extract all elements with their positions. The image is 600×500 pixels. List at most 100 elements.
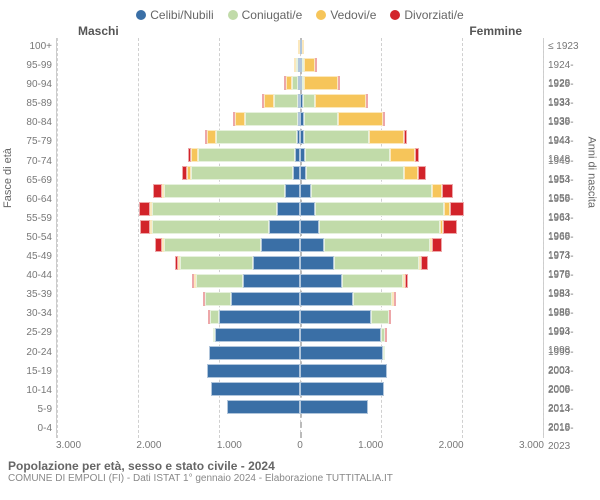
y-tick-birth: 1994-1998	[548, 324, 592, 342]
y-tick-age: 75-79	[26, 133, 52, 151]
gender-header: Maschi Femmine	[8, 24, 592, 38]
x-tick: 1.000	[358, 440, 383, 451]
x-axis-ticks: 3.0002.0001.00001.0002.0003.000	[8, 438, 592, 451]
y-tick-birth: 1929-1933	[548, 76, 592, 94]
female-bar	[300, 256, 543, 270]
y-tick-birth: 1974-1978	[548, 248, 592, 266]
y-axis-left-label: Fasce di età	[2, 148, 14, 208]
female-bar	[300, 166, 543, 180]
seg-c	[253, 256, 300, 270]
seg-v	[207, 130, 216, 144]
pyramid-row	[57, 236, 543, 254]
male-bar	[57, 346, 300, 360]
female-bar	[300, 184, 543, 198]
seg-c	[300, 292, 353, 306]
pyramid-row	[57, 308, 543, 326]
male-bar	[57, 364, 300, 378]
seg-con	[245, 112, 298, 126]
seg-con	[319, 220, 441, 234]
seg-c	[293, 166, 300, 180]
seg-d	[338, 76, 340, 90]
seg-con	[334, 256, 419, 270]
population-pyramid-chart: Celibi/NubiliConiugati/eVedovi/eDivorzia…	[0, 0, 600, 500]
seg-con	[164, 238, 261, 252]
female-bar	[300, 238, 543, 252]
y-tick-birth: 2014-2018	[548, 401, 592, 419]
y-tick-birth: 1934-1938	[548, 95, 592, 113]
seg-d	[385, 328, 387, 342]
y-tick-age: 50-54	[26, 229, 52, 247]
seg-d	[443, 220, 457, 234]
male-bar	[57, 202, 300, 216]
pyramid-row	[57, 74, 543, 92]
seg-v	[390, 148, 414, 162]
pyramid-row	[57, 326, 543, 344]
y-tick-birth: 1964-1968	[548, 210, 592, 228]
seg-con	[152, 202, 278, 216]
seg-con	[304, 112, 338, 126]
male-bar	[57, 130, 300, 144]
seg-c	[300, 328, 381, 342]
seg-d	[315, 58, 317, 72]
seg-con	[180, 256, 253, 270]
y-tick-birth: 1969-1973	[548, 229, 592, 247]
seg-v	[369, 130, 404, 144]
header-female: Femmine	[469, 24, 522, 38]
footer-title: Popolazione per età, sesso e stato civil…	[8, 459, 592, 473]
seg-c	[300, 202, 315, 216]
y-tick-birth: 1979-1983	[548, 267, 592, 285]
seg-v	[304, 76, 338, 90]
pyramid-row	[57, 92, 543, 110]
male-bar	[57, 400, 300, 414]
x-tick: 1.000	[217, 440, 242, 451]
pyramid-row	[57, 38, 543, 56]
seg-c	[285, 184, 300, 198]
seg-c	[219, 310, 300, 324]
male-bar	[57, 76, 300, 90]
legend-item: Vedovi/e	[316, 8, 376, 22]
chart-footer: Popolazione per età, sesso e stato civil…	[8, 451, 592, 484]
y-tick-age: 5-9	[38, 401, 52, 419]
y-tick-age: 0-4	[38, 420, 52, 438]
legend-item: Divorziati/e	[390, 8, 463, 22]
seg-v	[235, 112, 246, 126]
male-bar	[57, 184, 300, 198]
y-tick-birth: ≤ 1923	[548, 38, 579, 56]
pyramid-row	[57, 164, 543, 182]
female-bar	[300, 364, 543, 378]
seg-c	[300, 238, 324, 252]
female-bar	[300, 94, 543, 108]
seg-c	[300, 256, 334, 270]
seg-con	[315, 202, 445, 216]
pyramid-row	[57, 146, 543, 164]
pyramid-row	[57, 110, 543, 128]
y-tick-age: 80-84	[26, 114, 52, 132]
seg-c	[300, 400, 368, 414]
bars-area	[56, 38, 544, 438]
x-tick: 2.000	[439, 440, 464, 451]
seg-v	[302, 40, 304, 54]
y-tick-age: 90-94	[26, 76, 52, 94]
seg-v	[338, 112, 383, 126]
y-tick-birth: 2004-2008	[548, 363, 592, 381]
pyramid-row	[57, 254, 543, 272]
legend-label: Celibi/Nubili	[150, 8, 213, 22]
pyramid-row	[57, 128, 543, 146]
seg-d	[450, 202, 465, 216]
seg-con	[210, 310, 219, 324]
legend-swatch	[316, 10, 326, 20]
x-tick: 3.000	[56, 440, 81, 451]
legend: Celibi/NubiliConiugati/eVedovi/eDivorzia…	[8, 4, 592, 24]
legend-label: Divorziati/e	[404, 8, 463, 22]
male-bar	[57, 256, 300, 270]
seg-d	[389, 310, 391, 324]
y-tick-age: 35-39	[26, 286, 52, 304]
legend-swatch	[136, 10, 146, 20]
x-tick: 0	[297, 440, 303, 451]
pyramid-row	[57, 344, 543, 362]
seg-c	[211, 382, 300, 396]
seg-con	[274, 94, 298, 108]
female-bar	[300, 40, 543, 54]
y-tick-age: 60-64	[26, 191, 52, 209]
y-tick-age: 40-44	[26, 267, 52, 285]
